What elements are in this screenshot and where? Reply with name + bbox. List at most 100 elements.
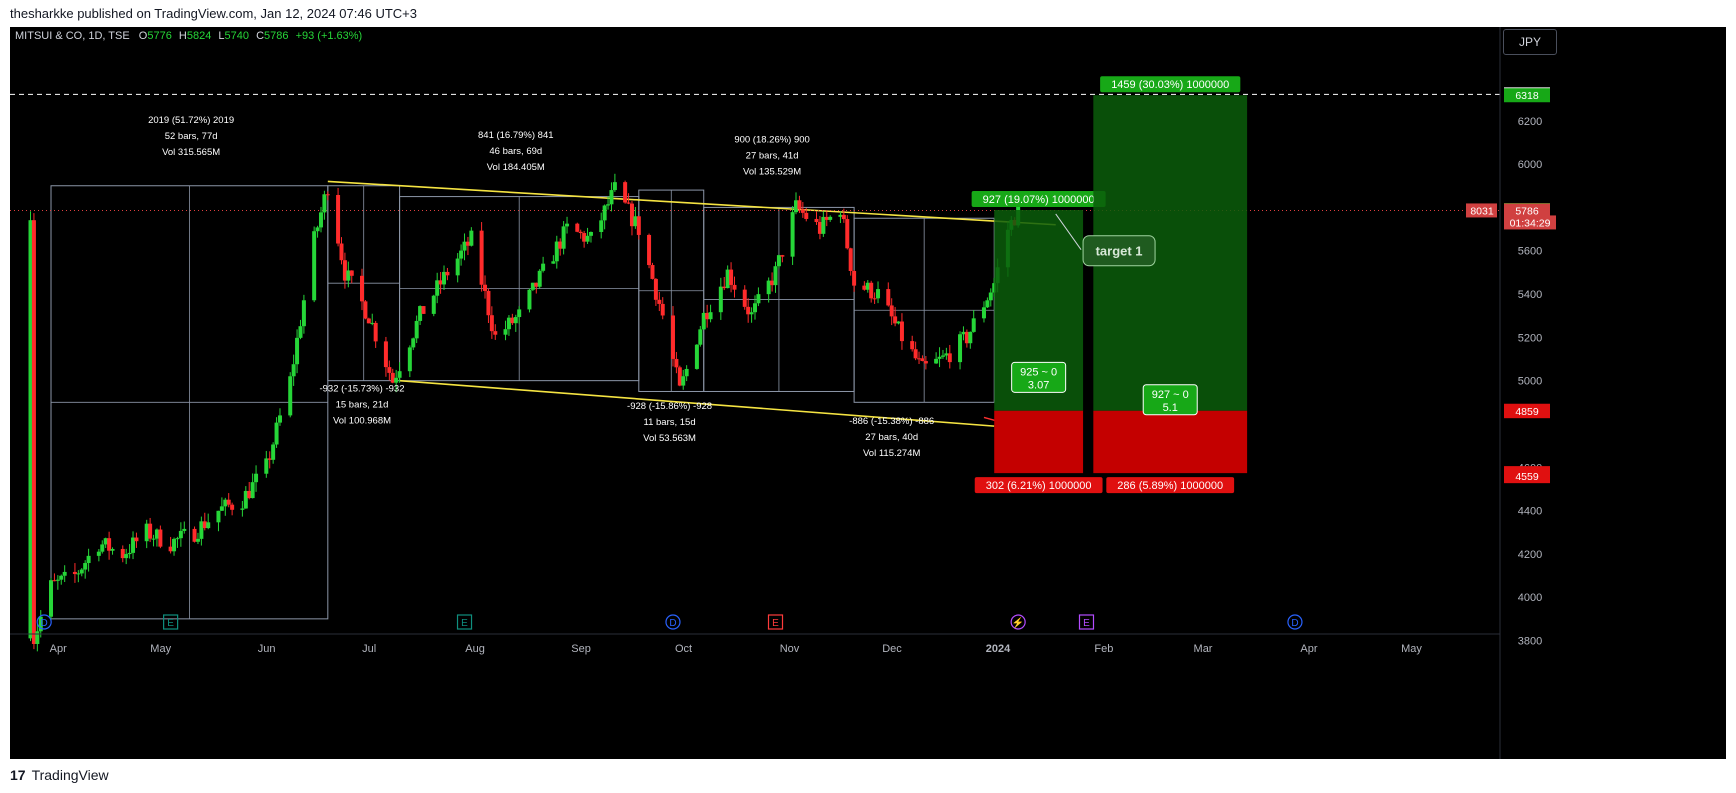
candle-body — [588, 231, 593, 236]
high-label: H — [178, 30, 187, 42]
candle-body — [414, 320, 419, 339]
range-annotation-line: 27 bars, 41d — [746, 150, 799, 161]
candle-body — [223, 499, 228, 507]
candle-body — [72, 571, 77, 575]
range-annotation-line: 2019 (51.72%) 2019 — [148, 115, 234, 126]
candle-body — [934, 358, 939, 364]
candle-body — [551, 261, 556, 264]
candle-body — [134, 537, 139, 542]
candle-body — [363, 301, 368, 319]
price-tag-last-text: 5786 — [1515, 205, 1539, 217]
earnings-marker-icon[interactable] — [456, 614, 473, 630]
candle-body — [629, 203, 634, 227]
price-tick-label: 4200 — [1518, 549, 1542, 561]
position-stop-zone[interactable] — [994, 410, 1084, 474]
candle-body — [513, 317, 518, 324]
position-stop-zone[interactable] — [1093, 410, 1248, 474]
earnings-marker-icon[interactable] — [1078, 614, 1095, 630]
candle-body — [195, 538, 200, 542]
callout-box[interactable] — [1082, 235, 1156, 267]
upper-trend-line[interactable] — [327, 180, 1056, 226]
event-marker-icon[interactable] — [665, 614, 681, 630]
lower-trend-line[interactable] — [399, 379, 995, 427]
candle-body — [322, 194, 327, 213]
candle-body — [240, 508, 245, 510]
symbol-legend: MITSUI & CO, 1D, TSE O5776 H5824 L5740 C… — [15, 30, 362, 42]
candle-body — [445, 271, 450, 276]
candle-body — [370, 322, 375, 324]
candle-body — [103, 538, 108, 545]
chart-area[interactable]: 927 (19.07%) 1000000 302 (6.21%) 1000000 9… — [10, 27, 1726, 759]
candle-body — [838, 214, 843, 217]
candle-body — [418, 306, 423, 321]
candle-body — [172, 538, 177, 552]
candle-body — [790, 212, 795, 257]
candle-body — [541, 263, 546, 271]
event-marker-label: E — [772, 618, 779, 629]
candle-body — [971, 318, 976, 332]
change-value: +93 (+1.63%) — [295, 30, 363, 42]
candle-body — [493, 331, 498, 335]
candle-body — [411, 338, 416, 348]
time-tick-label: May — [150, 643, 171, 655]
time-tick-label: Mar — [1194, 643, 1213, 655]
candle-body — [366, 318, 371, 324]
candle-body — [893, 316, 898, 324]
candle-body — [243, 490, 248, 509]
publish-info: thesharkke published on TradingView.com,… — [10, 6, 417, 21]
candle-body — [301, 300, 306, 327]
time-tick-label: Jun — [258, 643, 276, 655]
low-value: 5740 — [224, 30, 249, 42]
risk-reward-line1: 927 ~ 0 — [1152, 389, 1189, 401]
candle-body — [274, 422, 279, 445]
candle-body — [483, 284, 488, 291]
price-tick-label: 3800 — [1518, 636, 1542, 648]
candle-body — [660, 303, 665, 316]
range-annotation-line: 841 (16.79%) 841 — [478, 130, 554, 141]
candle-body — [869, 282, 874, 299]
candle-body — [530, 282, 535, 290]
candle-body — [558, 241, 563, 249]
symbol-name: MITSUI & CO, 1D, TSE — [15, 30, 130, 42]
candle-body — [59, 575, 64, 580]
time-tick-label: Nov — [780, 643, 800, 655]
candle-body — [486, 290, 491, 316]
event-marker-icon[interactable] — [1287, 614, 1303, 630]
time-tick-label: Sep — [571, 643, 591, 655]
candle-body — [964, 331, 969, 344]
target-label: 927 (19.07%) 1000000 — [983, 194, 1095, 206]
candle-body — [824, 216, 829, 220]
candle-body — [872, 298, 877, 300]
event-marker-label: D — [669, 618, 676, 629]
candle-body — [800, 209, 805, 213]
range-annotation-line: 52 bars, 77d — [165, 131, 218, 142]
candlestick-chart[interactable]: 927 (19.07%) 1000000 302 (6.21%) 1000000 9… — [10, 27, 1726, 759]
event-marker-icon[interactable] — [36, 614, 52, 630]
candle-body — [431, 295, 436, 314]
candle-body — [633, 216, 638, 227]
candle-body — [31, 220, 36, 644]
candle-body — [947, 353, 952, 363]
close-value: 5786 — [264, 30, 289, 42]
candle-body — [657, 299, 662, 304]
candle-body — [766, 280, 771, 295]
candle-body — [506, 317, 511, 330]
range-annotation-line: 900 (18.26%) 900 — [734, 134, 810, 145]
candle-body — [848, 248, 853, 271]
event-marker-icon[interactable] — [1010, 614, 1026, 630]
currency-button[interactable]: JPY — [1503, 29, 1557, 55]
candle-body — [291, 364, 296, 377]
candle-body — [397, 371, 402, 378]
candle-body — [35, 631, 40, 644]
candle-body — [865, 282, 870, 290]
price-tick-label: 6000 — [1518, 159, 1542, 171]
range-annotation-line: Vol 184.405M — [487, 162, 545, 173]
candle-body — [701, 312, 706, 330]
candle-body — [216, 510, 221, 523]
high-value: 5824 — [186, 30, 212, 42]
candle-body — [606, 204, 611, 206]
candle-body — [561, 226, 566, 249]
candle-body — [86, 555, 91, 564]
earnings-marker-icon[interactable] — [163, 614, 179, 630]
earnings-marker-icon[interactable] — [767, 614, 784, 630]
